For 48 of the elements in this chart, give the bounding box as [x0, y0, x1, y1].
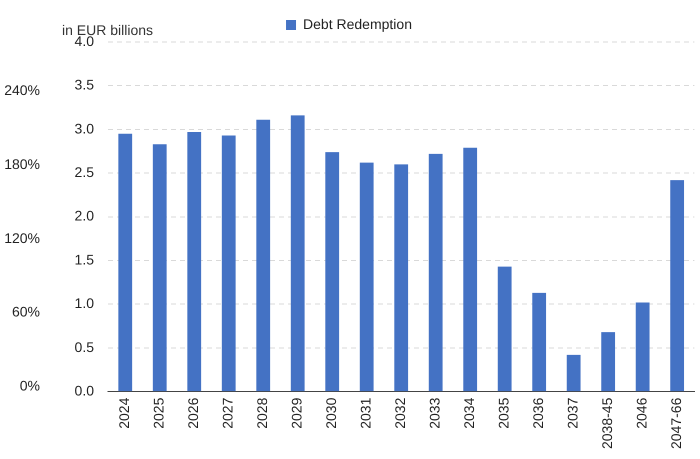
y-tick-label: 1.5: [74, 251, 94, 268]
bar: [187, 132, 202, 392]
bar: [325, 152, 340, 392]
x-tick-label: 2032: [392, 397, 408, 429]
bar: [118, 134, 132, 392]
bar: [360, 162, 374, 392]
x-tick-label: 2036: [530, 397, 546, 429]
y-tick-label: 2.5: [74, 164, 94, 180]
x-tick-label: 2026: [185, 397, 202, 429]
bar: [566, 354, 581, 392]
y2-tick-label: 240%: [4, 82, 40, 98]
x-tick-label: 2029: [288, 397, 305, 429]
bar: [256, 120, 270, 392]
x-tick-label: 2034: [461, 397, 478, 429]
y2-tick-label: 120%: [4, 230, 40, 246]
y-tick-label: 3.0: [74, 120, 94, 136]
x-tick-label: 2046: [634, 397, 650, 429]
x-tick-label: 2047-66: [668, 397, 684, 450]
x-tick-label: 2031: [358, 397, 374, 429]
y-tick-label: 2.0: [74, 208, 94, 224]
legend-label: Debt Redemption: [303, 16, 412, 32]
y-tick-label: 1.0: [74, 295, 94, 312]
bar: [222, 136, 236, 392]
x-tick-label: 2037: [564, 397, 581, 429]
y-tick-label: 0.0: [74, 382, 94, 398]
x-tick-label: 2025: [150, 397, 167, 429]
bar: [636, 302, 650, 392]
y2-tick-label: 180%: [4, 156, 40, 172]
x-tick-label: 2028: [254, 397, 270, 429]
y-tick-label: 0.5: [74, 338, 94, 355]
x-tick-label: 2035: [496, 397, 512, 429]
bar: [394, 164, 408, 392]
bar: [532, 292, 546, 392]
bar: [498, 266, 512, 392]
bar: [428, 154, 443, 392]
y-tick-label: 3.5: [74, 76, 94, 93]
y2-tick-label: 60%: [12, 304, 40, 320]
bar: [670, 180, 684, 392]
bar: [290, 115, 305, 392]
x-tick-label: 2027: [220, 397, 236, 429]
x-tick-label: 2030: [323, 397, 340, 429]
bar: [152, 144, 167, 392]
bar: [463, 148, 478, 392]
x-tick-label: 2024: [116, 397, 132, 429]
bar: [601, 332, 616, 392]
x-tick-label: 2033: [426, 397, 443, 429]
x-tick-label: 2038-45: [599, 397, 616, 450]
y2-tick-label: 0%: [20, 378, 40, 394]
